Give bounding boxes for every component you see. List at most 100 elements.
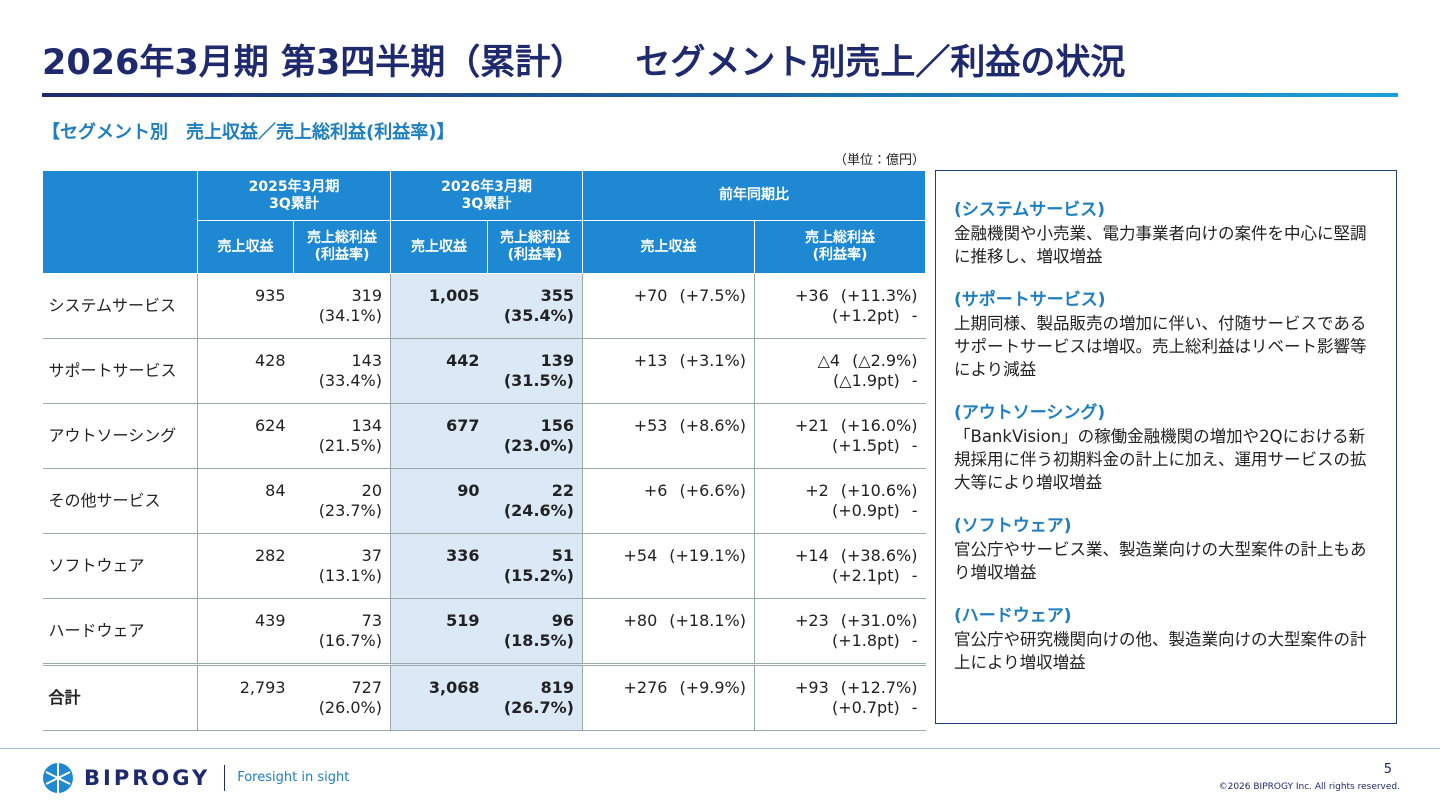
cell-line (583, 436, 754, 468)
cell-line: 282 (198, 534, 294, 566)
cell-line: (15.2%) (488, 566, 583, 598)
cell-line: 336 (391, 534, 488, 566)
cell-line: (35.4%) (488, 306, 583, 338)
note-heading: (サポートサービス) (954, 290, 1106, 310)
value: (+0.7pt) (831, 698, 900, 717)
value: 935 (254, 286, 286, 305)
cell-line: (24.6%) (488, 501, 583, 533)
cell-line: 90 (391, 469, 488, 501)
cell-line: (26.7%) (488, 698, 583, 730)
cell: 819 (26.7%) (487, 663, 583, 731)
note-body: 官公庁やサービス業、製造業向けの大型案件の計上もあり増収増益 (954, 540, 1367, 582)
cell-line: +14 (+38.6%) (755, 534, 926, 566)
value: (23.0%) (503, 436, 574, 455)
segment-name: ハードウェア (42, 598, 198, 665)
cell: 319 (34.1%) (293, 273, 391, 339)
value: 355 (540, 286, 574, 305)
value: (+7.5%) (679, 286, 746, 305)
copyright: ©2026 BIPROGY Inc. All rights reserved. (1218, 782, 1400, 792)
value: (24.6%) (503, 501, 574, 520)
value: +21 (795, 416, 829, 435)
cell-line: +93 (+12.7%) (755, 666, 926, 698)
cell: 22 (24.6%) (487, 468, 583, 534)
value: (18.5%) (503, 631, 574, 650)
segment-name: 合計 (42, 663, 198, 731)
cell-line: +53 (+8.6%) (583, 404, 754, 436)
cell: 139 (31.5%) (487, 338, 583, 404)
cell-line (198, 436, 294, 468)
cell-line: 319 (294, 274, 391, 306)
value: (+10.6%) (840, 481, 918, 500)
value: 442 (446, 351, 480, 370)
sub-header: 売上総利益 (利益率) (754, 220, 926, 274)
value: (+2.1pt) (831, 566, 900, 585)
cell: +13 (+3.1%) (582, 338, 755, 404)
cell-line: +21 (+16.0%) (755, 404, 926, 436)
value: (35.4%) (503, 306, 574, 325)
value: (21.5%) (318, 436, 382, 455)
cell-line (198, 501, 294, 533)
cell: +80 (+18.1%) (582, 598, 755, 665)
cell: △4 (△2.9%) (△1.9pt) - (754, 338, 926, 404)
cell-line: (△1.9pt) - (755, 371, 926, 403)
value: (+31.0%) (840, 611, 918, 630)
cell-line: 428 (198, 339, 294, 371)
cell-line: +13 (+3.1%) (583, 339, 754, 371)
value: 519 (446, 611, 480, 630)
cell: 442 (390, 338, 488, 404)
segment-name: その他サービス (42, 468, 198, 534)
value: 282 (254, 546, 286, 565)
value: (26.0%) (318, 698, 382, 717)
value: - (911, 436, 918, 455)
value: 143 (351, 351, 382, 370)
cell: +93 (+12.7%) (+0.7pt) - (754, 663, 926, 731)
cell-line (391, 371, 488, 403)
title-right: セグメント別売上／利益の状況 (635, 43, 1126, 83)
value: 819 (540, 678, 574, 697)
cell-line (391, 631, 488, 663)
cell-line: (34.1%) (294, 306, 391, 338)
value: +93 (795, 678, 829, 697)
cell-line: 355 (488, 274, 583, 306)
cell: +21 (+16.0%) (+1.5pt) - (754, 403, 926, 469)
value: (+9.9%) (679, 678, 746, 697)
cell: 96 (18.5%) (487, 598, 583, 665)
cell: 677 (390, 403, 488, 469)
value: - (911, 698, 918, 717)
cell: 37 (13.1%) (293, 533, 391, 599)
cell-line: 819 (488, 666, 583, 698)
cell-line: (26.0%) (294, 698, 391, 730)
value: - (911, 501, 918, 520)
value: (△2.9%) (852, 351, 918, 370)
value: +14 (795, 546, 829, 565)
value: 90 (457, 481, 480, 500)
value: (+0.9pt) (831, 501, 900, 520)
sub-header: 売上収益 (582, 220, 755, 274)
cell-line: 935 (198, 274, 294, 306)
cell-line (583, 698, 754, 730)
value: △4 (817, 351, 841, 370)
cell: 156 (23.0%) (487, 403, 583, 469)
value: 3,068 (428, 678, 480, 697)
cell-line: 20 (294, 469, 391, 501)
group-header: 2025年3月期 3Q累計 (197, 170, 391, 221)
footer-rule (0, 748, 1440, 749)
value: (+11.3%) (840, 286, 918, 305)
cell: +2 (+10.6%) (+0.9pt) - (754, 468, 926, 534)
cell-line: △4 (△2.9%) (755, 339, 926, 371)
cell: 51 (15.2%) (487, 533, 583, 599)
cell-line (391, 566, 488, 598)
title-rule (42, 93, 1398, 97)
cell-line (391, 306, 488, 338)
value: (+1.2pt) (831, 306, 900, 325)
cell-line: 519 (391, 599, 488, 631)
cell-line: (23.7%) (294, 501, 391, 533)
note-body: 上期同様、製品販売の増加に伴い、付随サービスであるサポートサービスは増収。売上総… (954, 314, 1367, 379)
cell-line: 727 (294, 666, 391, 698)
value: 96 (551, 611, 574, 630)
value: 20 (361, 481, 382, 500)
value: (15.2%) (503, 566, 574, 585)
value: (31.5%) (503, 371, 574, 390)
cell-line: (23.0%) (488, 436, 583, 468)
cell: 20 (23.7%) (293, 468, 391, 534)
